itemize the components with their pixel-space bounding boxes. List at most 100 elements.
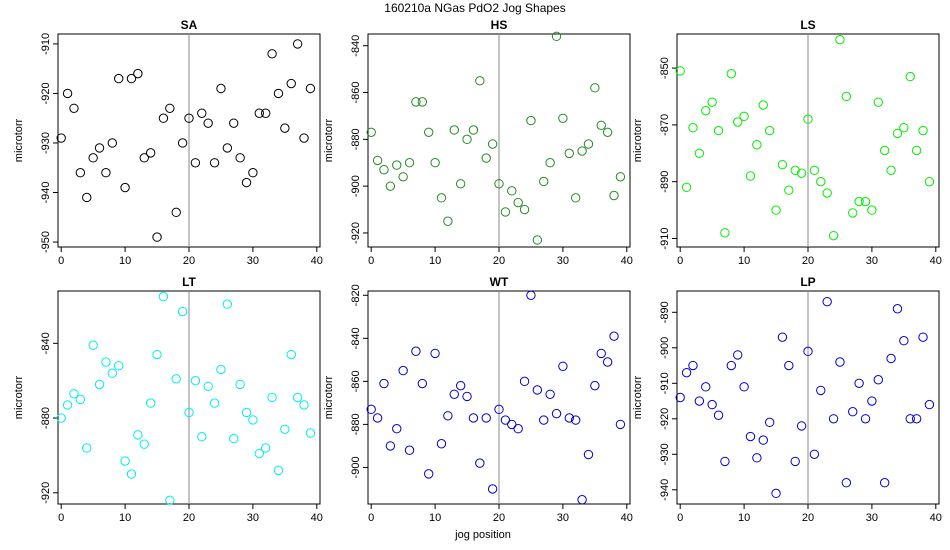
data-point xyxy=(305,83,316,94)
data-point xyxy=(809,165,820,176)
x-tick-label: 0 xyxy=(58,512,64,524)
data-point xyxy=(449,389,459,399)
data-point xyxy=(873,375,883,385)
data-point xyxy=(526,290,536,301)
data-point xyxy=(796,421,807,431)
panel-wt: WT microtorr 0 10 20 30 40 -820 -840 -860 -880 -900 xyxy=(323,275,633,524)
data-point xyxy=(114,361,124,371)
x-tick-label: 20 xyxy=(802,512,814,524)
data-point xyxy=(75,394,86,405)
data-point xyxy=(88,153,98,163)
data-point xyxy=(209,158,220,168)
data-point xyxy=(235,153,245,163)
data-point xyxy=(366,404,376,415)
data-point xyxy=(675,392,685,403)
data-point xyxy=(443,411,453,421)
data-point xyxy=(577,494,587,505)
data-point xyxy=(475,458,485,468)
data-point xyxy=(222,143,233,153)
data-point xyxy=(280,123,290,133)
data-point xyxy=(733,117,743,127)
data-point xyxy=(229,118,239,128)
data-point xyxy=(822,296,832,307)
data-point xyxy=(177,306,188,317)
y-tick-label: -950 xyxy=(40,231,52,253)
data-point xyxy=(267,392,277,403)
data-point xyxy=(443,216,453,226)
data-point xyxy=(165,103,175,114)
x-tick-label: 0 xyxy=(677,512,683,524)
data-point xyxy=(222,299,233,309)
data-point xyxy=(417,378,428,389)
x-tick-label: 30 xyxy=(247,255,259,267)
y-tick-label: -910 xyxy=(659,372,671,394)
data-point xyxy=(816,385,826,396)
panel-ls: LS microtorr 0 10 20 30 40 -850 -870 -890 -910 xyxy=(632,18,942,267)
y-tick-label: -910 xyxy=(659,227,671,249)
data-point xyxy=(809,449,820,459)
data-point xyxy=(707,97,717,107)
y-tick-label: -870 xyxy=(659,114,671,136)
data-point xyxy=(292,392,303,403)
data-point xyxy=(583,449,594,460)
data-point xyxy=(417,97,428,107)
x-tick-label: 20 xyxy=(493,512,505,524)
data-point xyxy=(583,139,594,149)
data-point xyxy=(924,399,935,410)
x-tick-label: 40 xyxy=(930,512,942,524)
data-point xyxy=(248,167,258,178)
y-tick-label: -860 xyxy=(350,370,362,392)
x-tick-label: 30 xyxy=(866,255,878,267)
data-point xyxy=(88,340,98,350)
data-point xyxy=(609,190,619,201)
data-point xyxy=(886,165,896,176)
data-point xyxy=(771,488,781,499)
data-point xyxy=(101,357,111,367)
data-point xyxy=(133,430,143,440)
data-point xyxy=(816,176,826,187)
data-point xyxy=(165,495,175,505)
y-tick-label: -920 xyxy=(350,222,362,244)
data-point xyxy=(101,167,111,178)
x-tick-label: 30 xyxy=(557,512,569,524)
data-point xyxy=(494,179,504,189)
y-tick-label: -900 xyxy=(350,456,362,478)
data-point xyxy=(720,228,730,238)
data-point xyxy=(739,111,749,122)
data-point xyxy=(229,433,239,444)
data-point xyxy=(69,103,79,114)
data-point xyxy=(177,138,188,148)
data-point xyxy=(886,353,896,364)
data-point xyxy=(681,367,692,378)
data-point xyxy=(803,114,813,124)
data-point xyxy=(596,348,606,359)
data-point xyxy=(209,398,220,408)
y-tick-label: -940 xyxy=(40,181,52,203)
data-point xyxy=(758,100,768,110)
data-point xyxy=(254,448,264,459)
data-point xyxy=(602,357,613,367)
data-point xyxy=(379,165,389,175)
data-point xyxy=(216,364,226,375)
data-point xyxy=(120,182,130,193)
data-point xyxy=(273,465,284,476)
y-tick-label: -820 xyxy=(350,284,362,306)
data-point xyxy=(739,382,749,392)
y-tick-label: -940 xyxy=(659,479,671,501)
data-point xyxy=(75,167,86,178)
data-point xyxy=(398,365,408,376)
data-point xyxy=(694,396,705,406)
figure-title: 160210a NGas PdO2 Jog Shapes xyxy=(384,1,565,15)
x-tick-label: 20 xyxy=(183,255,195,267)
data-point xyxy=(551,408,562,419)
data-point xyxy=(564,413,574,423)
data-point xyxy=(892,128,903,139)
y-tick-label: -930 xyxy=(659,443,671,465)
y-tick-label: -920 xyxy=(40,482,52,504)
data-point xyxy=(733,350,743,360)
data-point xyxy=(867,396,877,406)
data-point xyxy=(848,208,858,218)
y-tick-label: -900 xyxy=(350,175,362,197)
data-point xyxy=(126,73,137,84)
